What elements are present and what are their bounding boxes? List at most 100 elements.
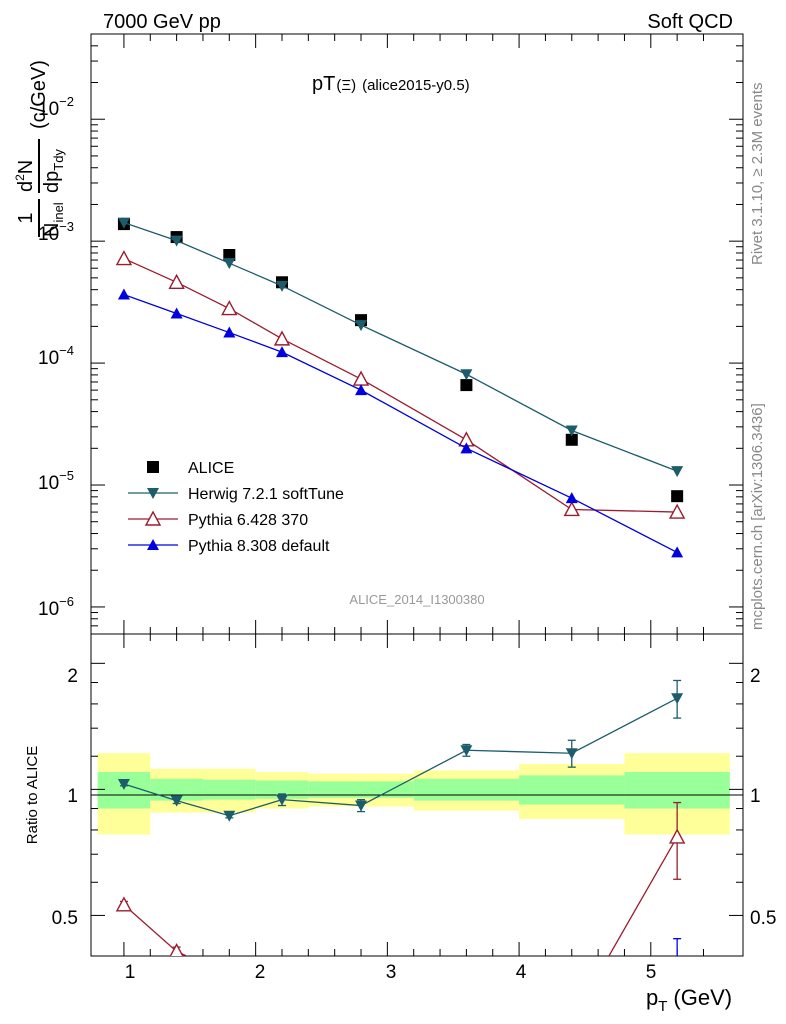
ratio-point [355, 800, 368, 812]
legend-entry-3: Pythia 8.308 default [128, 538, 330, 555]
ratio-point [275, 979, 289, 992]
legend-marker [147, 488, 159, 499]
data-point [565, 492, 578, 504]
main-ylabel: 1 Ninel d2N dpTdy (c/GeV) [13, 60, 66, 237]
data-point [168, 273, 185, 289]
ratio-series-3 [124, 938, 683, 1024]
ylabel-one: 1 [15, 212, 37, 223]
ratio-point [169, 943, 184, 956]
legend-label: ALICE [188, 460, 234, 477]
ytick-label-1e-3: 10−3 [38, 219, 74, 245]
ratio-series-1 [117, 679, 684, 822]
axis-ticks [91, 33, 743, 956]
legend-marker [147, 461, 159, 473]
ratio-band-stat [413, 778, 520, 801]
ratio-ytick-label-05-left: 0.5 [52, 908, 78, 929]
ylabel-n: N [41, 223, 63, 237]
ratio-ytick-label-2-right: 2 [750, 666, 761, 687]
ratio-band-stat [255, 780, 309, 799]
ytick-label-1e-4: 10−4 [38, 343, 74, 369]
ratio-point [565, 1014, 579, 1024]
ratio-uncertainty-bands [97, 753, 730, 835]
ratio-point [354, 984, 368, 997]
ratio-band-stat [308, 781, 414, 798]
rivet-label: Rivet 3.1.10, ≥ 2.3M events [749, 83, 766, 266]
ratio-point [668, 828, 686, 844]
ratio-band-stat [97, 772, 151, 809]
xaxis-label-unit: (GeV) [673, 985, 732, 1010]
plot-title-symbol: (Ξ) [336, 77, 356, 94]
ratio-point [275, 794, 288, 806]
plot-title: pT(Ξ) (alice2015-y0.5) [312, 73, 470, 95]
series-line [123, 221, 678, 472]
xtick-label-5: 5 [646, 962, 657, 983]
series-1 [117, 217, 684, 478]
data-point [671, 466, 684, 478]
ytick-exp: −2 [59, 94, 74, 109]
ratio-ytick-label-1-left: 1 [67, 786, 78, 807]
ratio-ytick-label-2-left: 2 [67, 666, 78, 687]
legend-label: Pythia 8.308 default [188, 538, 330, 555]
data-point [170, 235, 183, 247]
xtick-label-3: 3 [386, 962, 397, 983]
ylabel-unit: (c/GeV) [28, 60, 50, 129]
legend-label: Herwig 7.2.1 softTune [188, 486, 344, 503]
ratio-line [124, 980, 677, 1024]
data-point [273, 330, 291, 346]
ratio-series-2 [115, 801, 686, 1024]
ratio-point [565, 748, 578, 760]
data-point [565, 433, 578, 446]
ratio-band-stat [519, 775, 625, 805]
ytick-exp: −3 [59, 219, 74, 234]
plot-title-tag: (alice2015-y0.5) [362, 77, 470, 94]
legend-entry-2: Pythia 6.428 370 [128, 510, 308, 529]
data-point [117, 288, 130, 300]
series-line [123, 257, 678, 513]
main-ytick-labels: 10−2 10−3 10−4 10−5 10−6 [38, 94, 74, 620]
ratio-band-stat [202, 779, 256, 800]
ytick-base: 10 [38, 599, 59, 620]
ratio-point [170, 795, 183, 807]
ylabel-num-d: d [15, 181, 37, 192]
legend: ALICE Herwig 7.2.1 softTune Pythia 6.428 3… [128, 460, 344, 555]
data-point [460, 442, 473, 454]
data-point [275, 346, 288, 358]
ylabel-num-n: N [15, 160, 37, 174]
ylabel-n-sub: inel [51, 202, 66, 222]
legend-entry-1: Herwig 7.2.1 softTune [128, 486, 344, 503]
ylabel-denominator: dpTdy [41, 149, 66, 193]
data-point [223, 326, 236, 338]
ratio-point [671, 693, 684, 705]
ratio-point [566, 985, 578, 996]
ratio-point [460, 1002, 472, 1013]
data-point [221, 300, 238, 316]
xaxis-label-sub: T [658, 998, 667, 1015]
legend-entry-0: ALICE [147, 460, 234, 477]
ytick-base: 10 [38, 99, 59, 120]
ytick-base: 10 [38, 473, 59, 494]
mcplots-label: mcplots.cern.ch [arXiv:1306.3436] [749, 403, 766, 630]
xtick-label-4: 4 [516, 962, 527, 983]
plot-title-main: pT [312, 73, 335, 95]
series-3 [117, 288, 684, 558]
ratio-ytick-label-05-right: 0.5 [750, 908, 776, 929]
series-line [123, 293, 678, 554]
ylabel-num-sup: 2 [13, 174, 27, 181]
data-point [117, 217, 130, 229]
ylabel-n-inel: Ninel [41, 202, 66, 237]
data-point [565, 425, 578, 437]
data-point [355, 384, 368, 396]
analysis-id: ALICE_2014_I1300380 [349, 592, 484, 607]
ytick-exp: −4 [59, 343, 74, 358]
ratio-point [671, 974, 683, 985]
legend-marker [147, 539, 159, 550]
ratio-point [115, 896, 133, 912]
ytick-exp: −6 [59, 594, 74, 609]
data-point [223, 248, 236, 261]
data-point [115, 250, 133, 266]
ratio-point [459, 968, 473, 981]
ratio-line [123, 836, 678, 956]
data-point [460, 369, 473, 381]
ytick-exp: −5 [59, 468, 74, 483]
ytick-label-1e-2: 10−2 [38, 94, 74, 120]
